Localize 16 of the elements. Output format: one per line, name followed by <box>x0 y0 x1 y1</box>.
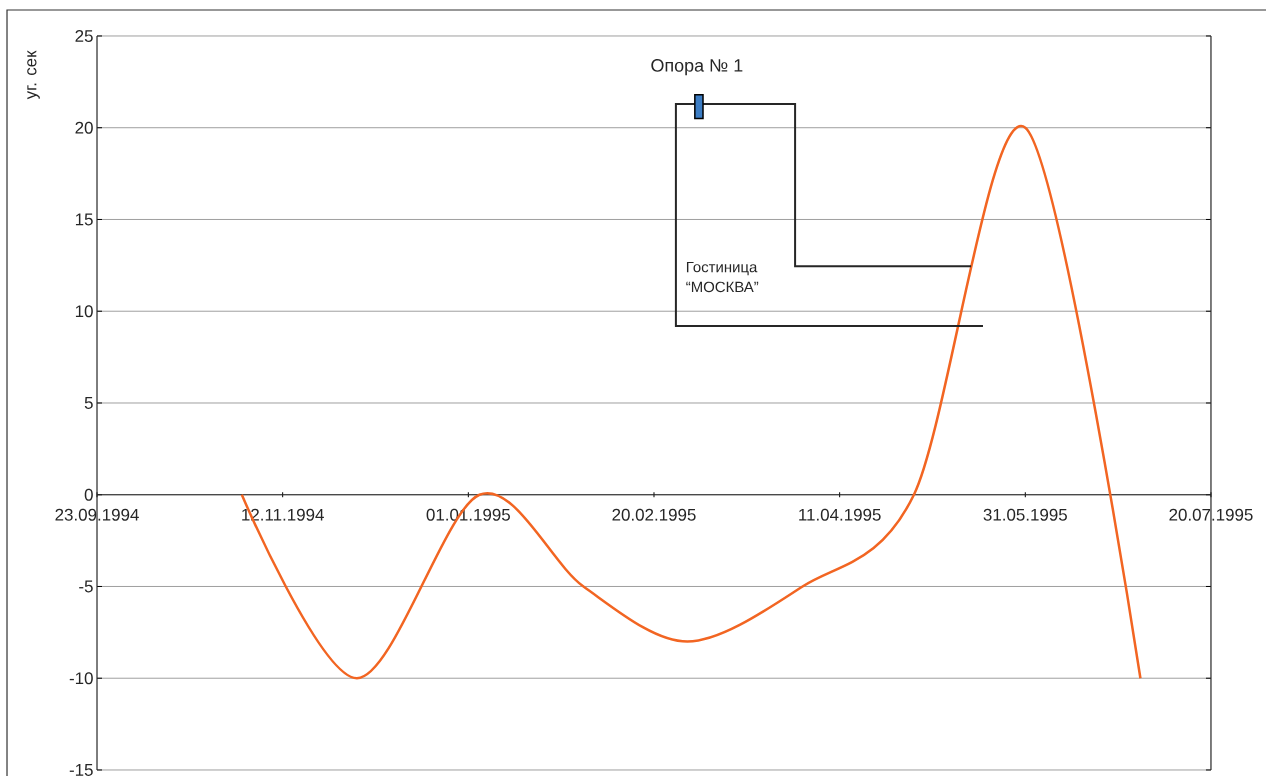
x-tick-label: 20.02.1995 <box>612 508 696 521</box>
annotation: Опора № 1 <box>651 59 743 76</box>
y-tick-label: 10 <box>75 305 93 318</box>
x-tick-label: 11.04.1995 <box>799 508 881 521</box>
y-tick-label: 20 <box>75 121 93 134</box>
y-tick-label: -5 <box>79 580 93 593</box>
annotation: Гостиница “МОСКВА” <box>686 261 759 293</box>
y-tick-label: 25 <box>75 29 93 42</box>
y-axis-title: уг. сек <box>27 50 40 100</box>
y-tick-label: 5 <box>84 397 93 409</box>
y-tick-label: -15 <box>69 764 93 776</box>
line-series <box>240 126 1142 680</box>
y-tick-label: -10 <box>69 672 93 685</box>
x-tick-label: 31.05.1995 <box>983 508 1067 521</box>
y-tick-label: 0 <box>84 488 93 501</box>
y-tick-label: 15 <box>75 213 93 226</box>
